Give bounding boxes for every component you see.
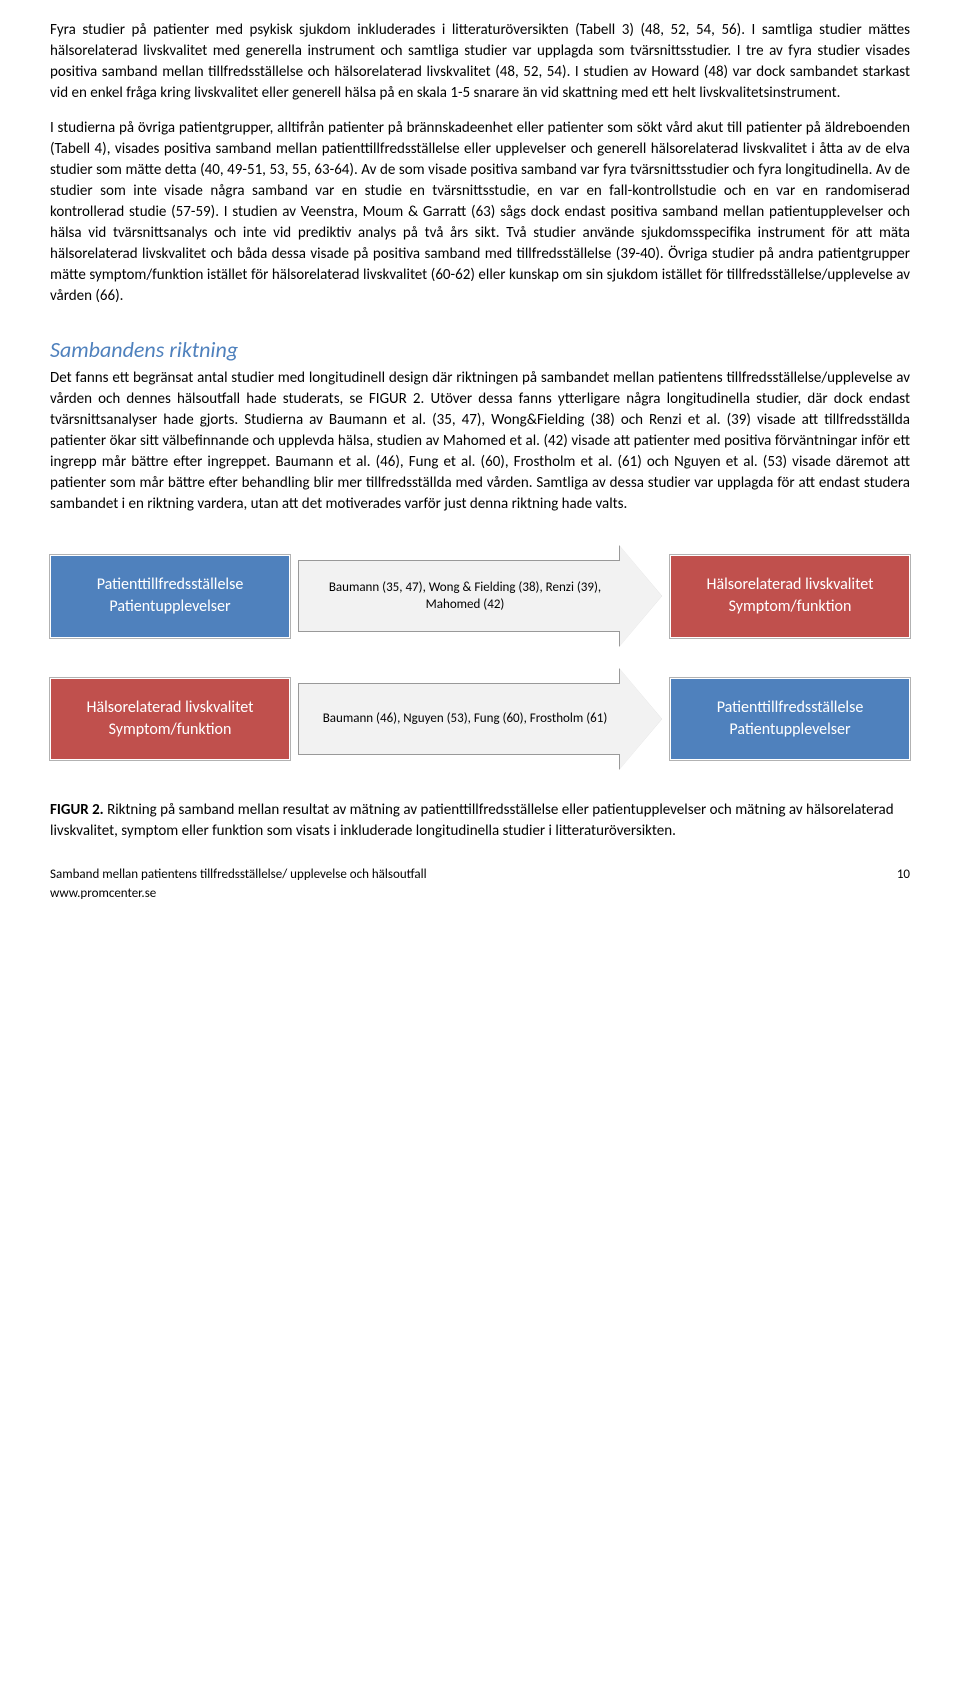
footer-line: Samband mellan patientens tillfredsställ…: [50, 866, 427, 884]
box-line: Patientupplevelser: [681, 719, 899, 741]
box-line: Hälsorelaterad livskvalitet: [61, 697, 279, 719]
footer-left: Samband mellan patientens tillfredsställ…: [50, 866, 427, 902]
paragraph-2: I studierna på övriga patientgrupper, al…: [50, 118, 910, 307]
box-line: Hälsorelaterad livskvalitet: [681, 574, 899, 596]
diagram-row-2: Hälsorelaterad livskvalitet Symptom/funk…: [50, 678, 910, 761]
box-line: Patienttillfredsställelse: [61, 574, 279, 596]
figure-label: FIGUR 2.: [50, 801, 104, 819]
box-patient-satisfaction: Patienttillfredsställelse Patientuppleve…: [670, 678, 910, 761]
arrow-text: Baumann (46), Nguyen (53), Fung (60), Fr…: [315, 710, 646, 728]
box-line: Symptom/funktion: [61, 719, 279, 741]
diagram-row-1: Patienttillfredsställelse Patientuppleve…: [50, 555, 910, 638]
box-line: Patienttillfredsställelse: [681, 697, 899, 719]
page-number: 10: [897, 866, 910, 902]
figure-caption: FIGUR 2. Riktning på samband mellan resu…: [50, 800, 910, 842]
arrow-text: Baumann (35, 47), Wong & Fielding (38), …: [298, 579, 662, 614]
box-line: Patientupplevelser: [61, 596, 279, 618]
figure-2-diagram: Patienttillfredsställelse Patientuppleve…: [50, 555, 910, 761]
section-heading: Sambandens riktning: [50, 335, 910, 366]
page-footer: Samband mellan patientens tillfredsställ…: [50, 866, 910, 902]
arrow-right-1: Baumann (35, 47), Wong & Fielding (38), …: [298, 556, 662, 636]
figure-caption-text: Riktning på samband mellan resultat av m…: [50, 801, 894, 840]
box-line: Symptom/funktion: [681, 596, 899, 618]
paragraph-3: Det fanns ett begränsat antal studier me…: [50, 368, 910, 515]
box-health-quality: Hälsorelaterad livskvalitet Symptom/funk…: [50, 678, 290, 761]
footer-line: www.promcenter.se: [50, 885, 427, 903]
arrow-right-2: Baumann (46), Nguyen (53), Fung (60), Fr…: [298, 679, 662, 759]
paragraph-1: Fyra studier på patienter med psykisk sj…: [50, 20, 910, 104]
box-patient-satisfaction: Patienttillfredsställelse Patientuppleve…: [50, 555, 290, 638]
box-health-quality: Hälsorelaterad livskvalitet Symptom/funk…: [670, 555, 910, 638]
